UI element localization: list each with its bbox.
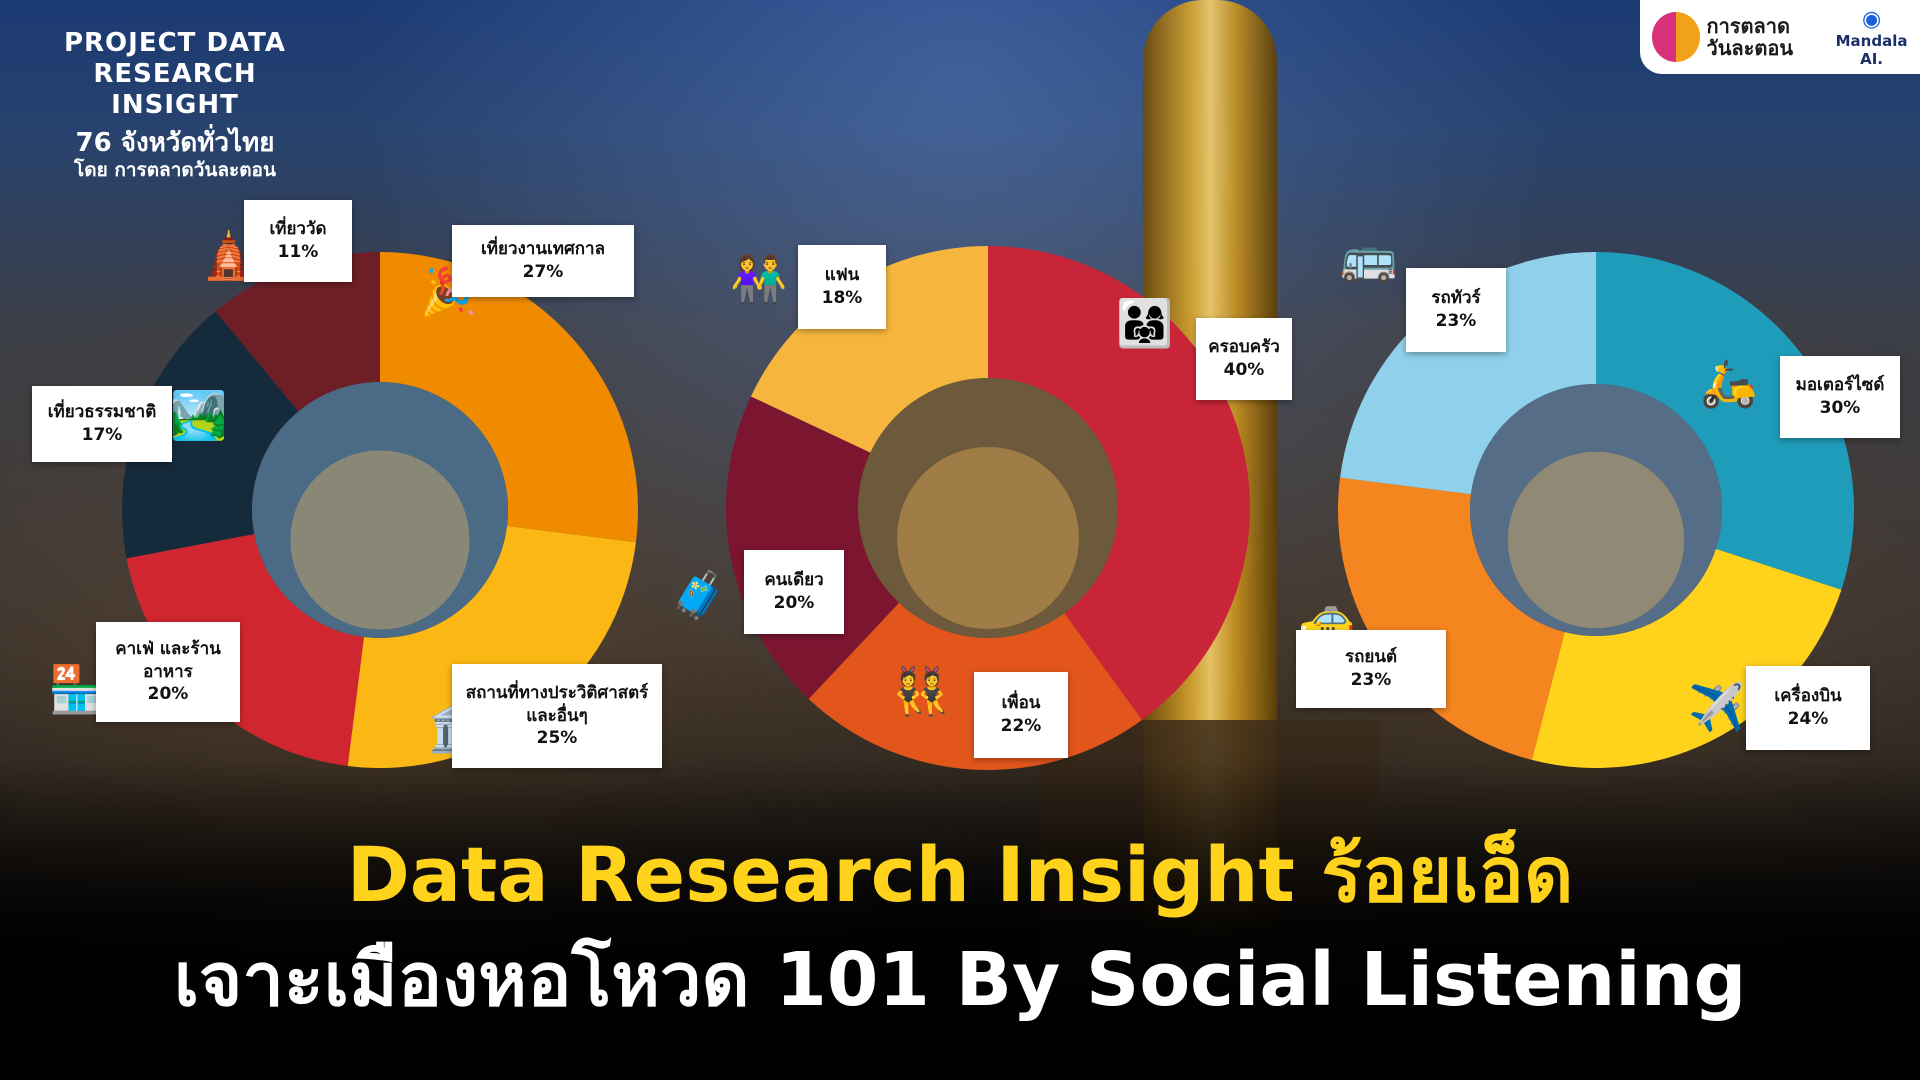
label-family: ครอบครัว 40% — [1196, 318, 1292, 400]
project-title-line4: โดย การตลาดวันละตอน — [74, 158, 276, 181]
donut-slice-0-1 — [347, 526, 636, 768]
label-friends-value: 22% — [1000, 716, 1042, 736]
label-cafe-value: 20% — [147, 684, 189, 705]
label-temple: เที่ยววัด 11% — [244, 200, 352, 282]
label-motorcycle-name: มอเตอร์ไซด์ — [1795, 375, 1885, 396]
label-solo-value: 20% — [773, 593, 815, 613]
donut-chart-transport — [1338, 252, 1854, 768]
donut-slice-1-0 — [988, 246, 1250, 720]
donut-slice-2-0 — [1596, 252, 1854, 590]
donut-slice-0-0 — [380, 252, 638, 543]
label-cafe: คาเฟ่ และร้าน อาหาร 20% — [96, 622, 240, 722]
label-history-value: 25% — [536, 728, 578, 749]
donut-slice-1-3 — [750, 246, 988, 453]
traveler-icon: 🧳 — [670, 568, 728, 622]
project-title-line3: 76 จังหวัดทั่วไทย — [75, 127, 275, 158]
label-car: รถยนต์ 23% — [1296, 630, 1446, 708]
label-motorcycle-value: 30% — [1819, 398, 1861, 418]
donut-hole-photo-2 — [1470, 384, 1722, 636]
partner-logo: ◉ Mandala AI. — [1823, 7, 1920, 68]
label-history-name: สถานที่ทางประวิติศาสตร์ และอื่นๆ — [465, 682, 649, 726]
headline-line1: Data Research Insight ร้อยเอ็ด — [346, 830, 1574, 919]
project-title-line1: PROJECT DATA — [63, 28, 286, 58]
label-car-value: 23% — [1350, 670, 1392, 690]
label-airplane-value: 24% — [1787, 709, 1829, 729]
donut-slice-2-2 — [1338, 477, 1565, 760]
label-temple-name: เที่ยววัด — [269, 219, 327, 240]
airplane-icon: ✈️ — [1688, 680, 1746, 734]
label-family-name: ครอบครัว — [1208, 337, 1280, 358]
label-partner-value: 18% — [821, 288, 863, 308]
eye-icon: ◉ — [1861, 6, 1882, 32]
label-partner: แฟน 18% — [798, 245, 886, 329]
label-nature: เที่ยวธรรมชาติ 17% — [32, 386, 172, 462]
label-partner-name: แฟน — [824, 265, 860, 286]
donut-chart-attractions — [121, 252, 638, 768]
label-festival-value: 27% — [522, 262, 564, 282]
cafe-icon: 🏪 — [48, 662, 106, 716]
label-nature-name: เที่ยวธรรมชาติ — [47, 402, 157, 423]
partner-logo-text: Mandala AI. — [1835, 31, 1908, 68]
label-bus: รถทัวร์ 23% — [1406, 268, 1506, 352]
donut-hole-glow-1 — [897, 447, 1079, 629]
couple-icon: 👫 — [730, 252, 788, 306]
family-icon: 👨‍👩‍👧 — [1116, 296, 1174, 350]
logo-bar: การตลาดวันละตอน ◉ Mandala AI. — [1640, 0, 1920, 74]
brand-logo-text: การตลาดวันละตอน — [1706, 14, 1794, 60]
label-bus-value: 23% — [1435, 311, 1477, 331]
label-family-value: 40% — [1223, 360, 1265, 380]
label-airplane: เครื่องบิน 24% — [1746, 666, 1870, 750]
friends-icon: 👯 — [892, 664, 950, 718]
motorcycle-icon: 🛵 — [1700, 356, 1758, 410]
donut-slice-0-2 — [126, 533, 364, 766]
headline-line2: เจาะเมืองหอโหวด 101 By Social Listening — [173, 937, 1747, 1023]
label-festival-name: เที่ยวงานเทศกาล — [480, 239, 606, 260]
nature-icon: 🏞️ — [170, 388, 228, 442]
label-car-name: รถยนต์ — [1344, 647, 1398, 668]
bus-icon: 🚌 — [1340, 230, 1398, 284]
brand-logo-icon — [1652, 12, 1701, 62]
label-history: สถานที่ทางประวิติศาสตร์ และอื่นๆ 25% — [452, 664, 662, 768]
label-friends: เพื่อน 22% — [974, 672, 1068, 758]
bottom-gradient — [0, 760, 1920, 1080]
label-bus-name: รถทัวร์ — [1431, 288, 1481, 309]
label-solo: คนเดียว 20% — [744, 550, 844, 634]
project-title-line2: RESEARCH INSIGHT — [93, 59, 257, 121]
donut-slice-2-3 — [1340, 252, 1596, 495]
label-festival: เที่ยวงานเทศกาล 27% — [452, 225, 634, 297]
donut-hole-glow-2 — [1507, 451, 1685, 629]
project-title: PROJECT DATA RESEARCH INSIGHT 76 จังหวัด… — [30, 28, 320, 182]
label-cafe-name: คาเฟ่ และร้าน อาหาร — [115, 638, 221, 682]
label-temple-value: 11% — [277, 242, 319, 262]
donut-hole-photo-0 — [252, 382, 508, 638]
label-nature-value: 17% — [81, 425, 123, 445]
donut-hole-glow-0 — [290, 450, 470, 630]
label-solo-name: คนเดียว — [764, 570, 824, 591]
donut-slice-0-4 — [215, 252, 380, 412]
label-airplane-name: เครื่องบิน — [1774, 686, 1842, 707]
donut-slice-0-3 — [121, 311, 299, 559]
donut-slice-2-1 — [1531, 548, 1842, 768]
label-motorcycle: มอเตอร์ไซด์ 30% — [1780, 356, 1900, 438]
donut-hole-photo-1 — [858, 378, 1118, 638]
label-friends-name: เพื่อน — [1001, 693, 1041, 714]
